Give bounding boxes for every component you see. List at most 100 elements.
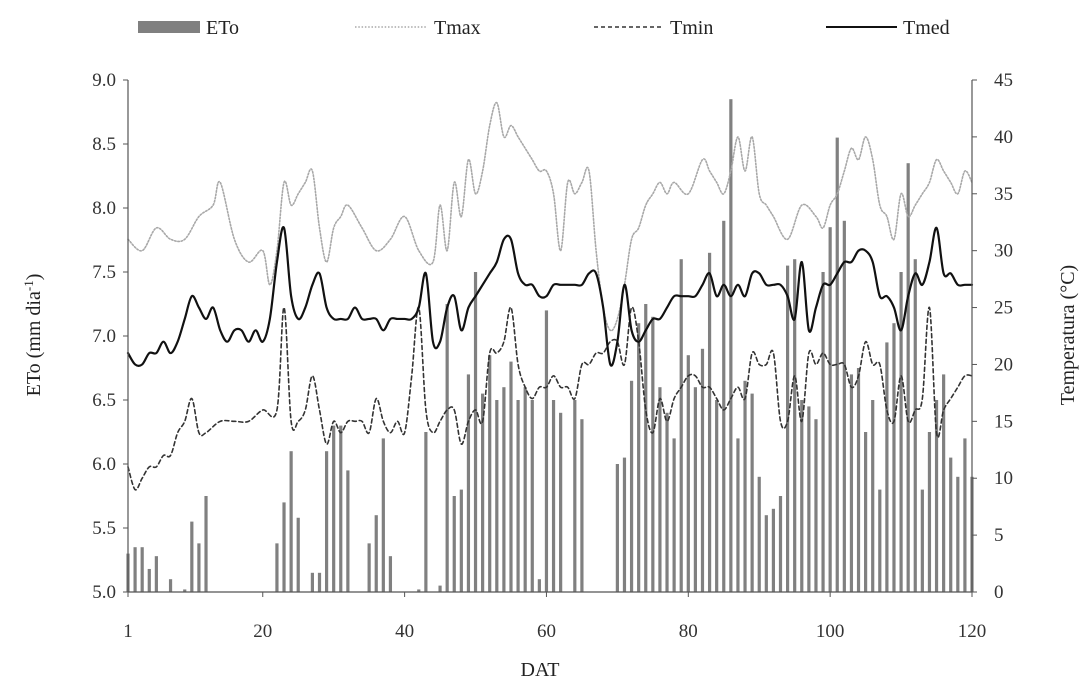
y-left-tick-label: 6.5 [92, 390, 116, 411]
eto-bar [615, 464, 619, 592]
eto-bar [374, 515, 378, 592]
series-line-tmax [127, 101, 973, 332]
y-left-tick-label: 7.0 [92, 326, 116, 347]
eto-bar [786, 265, 790, 592]
eto-bar [700, 348, 705, 592]
y-left-tick-label: 8.5 [92, 134, 116, 155]
eto-bar [736, 438, 740, 592]
eto-bar [537, 579, 541, 592]
y-left-tick-label: 5.0 [92, 582, 116, 603]
y-axis-left-title-sup: -1 [21, 280, 36, 291]
y-right-tick-label: 45 [994, 70, 1013, 91]
y-left-tick-label: 7.5 [92, 262, 116, 283]
y-left-tick-label: 5.5 [92, 518, 116, 539]
eto-bar [317, 572, 322, 592]
eto-bar [551, 400, 556, 592]
eto-bar [771, 508, 776, 592]
series-line-tmed [126, 226, 974, 367]
eto-bar [190, 521, 194, 592]
eto-bar [509, 361, 513, 592]
eto-bars [126, 99, 974, 593]
y-right-tick-label: 0 [994, 582, 1004, 603]
eto-bar [544, 310, 549, 592]
eto-bar [885, 342, 889, 592]
eto-bar [502, 387, 506, 592]
eto-bar [573, 400, 577, 592]
eto-bar [204, 496, 208, 592]
y-right-tick-label: 35 [994, 184, 1013, 205]
eto-bar [778, 496, 783, 592]
eto-bar [750, 393, 754, 592]
x-tick-label: 20 [253, 621, 272, 642]
eto-bar [459, 489, 463, 592]
tick-labels: 1 20 40 60 80 100 1205.05.56.06.57.07.58.08.59… [92, 70, 1013, 642]
y-right-tick-label: 20 [994, 354, 1013, 375]
eto-bar [339, 425, 343, 592]
y-right-tick-label: 15 [994, 411, 1013, 432]
eto-bar [942, 374, 946, 592]
eto-bar [793, 259, 797, 592]
y-left-tick-label: 6.0 [92, 454, 116, 475]
eto-bar [814, 419, 818, 592]
temperature-lines [126, 101, 974, 491]
x-tick-label: 120 [958, 621, 987, 642]
eto-bar [381, 438, 385, 592]
eto-bar [927, 432, 932, 592]
eto-bar [686, 355, 690, 592]
eto-bar [679, 259, 683, 592]
eto-bar [934, 400, 939, 592]
eto-bar [871, 400, 875, 592]
eto-bar [516, 400, 520, 592]
eto-bar [672, 438, 676, 592]
x-tick-label: 40 [395, 621, 414, 642]
eto-bar [842, 220, 846, 593]
eto-bar [622, 457, 627, 592]
y-right-tick-label: 5 [994, 525, 1004, 546]
eto-bar [183, 589, 187, 592]
legend: ETo Tmax Tmin Tmed [138, 17, 950, 39]
legend-label-eto: ETo [206, 17, 239, 39]
eto-bar [530, 400, 534, 592]
axes [123, 79, 977, 597]
eto-bar [296, 517, 300, 592]
eto-bar [466, 374, 471, 592]
eto-bar [488, 355, 492, 592]
eto-bar [452, 496, 456, 592]
eto-bar [906, 163, 910, 592]
x-axis-title: DAT [521, 659, 560, 681]
eto-bar [651, 316, 655, 592]
eto-bar [729, 99, 733, 592]
eto-bar [559, 412, 563, 592]
legend-label-tmed: Tmed [903, 17, 950, 39]
series-line-tmin [127, 306, 973, 491]
eto-bar [722, 220, 726, 593]
eto-bar [707, 252, 712, 593]
y-axis-right-title: Temperatura (°C) [1057, 265, 1079, 405]
eto-bar [849, 374, 854, 592]
eto-bar [310, 572, 314, 592]
eto-bar [438, 585, 442, 592]
y-right-tick-label: 30 [994, 241, 1013, 262]
y-left-tick-label: 9.0 [92, 70, 116, 91]
y-right-tick-label: 40 [994, 127, 1013, 148]
eto-bar [197, 543, 201, 592]
y-right-tick-label: 25 [994, 298, 1013, 319]
eto-bar [481, 393, 485, 592]
eto-bar [133, 547, 137, 592]
legend-label-tmax: Tmax [434, 17, 481, 39]
eto-bar [864, 432, 868, 592]
eto-bar [644, 304, 648, 592]
eto-bar [828, 227, 832, 592]
eto-bar [956, 476, 960, 592]
eto-bar [346, 470, 350, 592]
eto-bar [473, 272, 478, 592]
eto-bar [168, 579, 173, 592]
eto-bar [693, 387, 697, 592]
eto-bar [324, 451, 329, 592]
y-axis-left-title-main: ETo (mm dia [23, 291, 45, 396]
eto-bar [140, 547, 144, 592]
eto-bar [665, 412, 669, 592]
y-left-tick-label: 8.0 [92, 198, 116, 219]
eto-bar [637, 323, 641, 592]
